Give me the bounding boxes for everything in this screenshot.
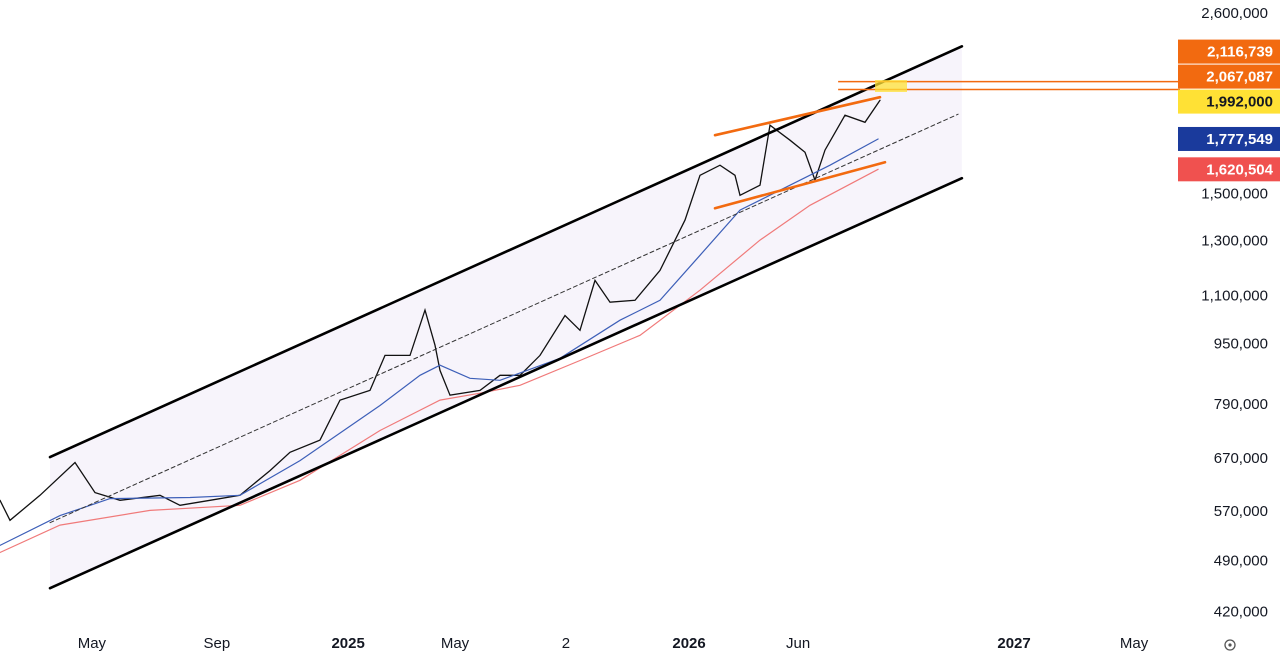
series-line [713,95,882,137]
highlight-box [875,80,907,92]
price-label-box [1178,39,1280,64]
series-line [0,138,879,546]
x-tick-label: May [441,635,470,652]
y-tick-label: 950,000 [1214,336,1268,353]
y-tick-label: 1,500,000 [1201,186,1268,203]
x-tick-label: Jun [786,635,810,652]
settings-icon-dot [1228,643,1232,647]
series-line [48,176,964,590]
y-tick-label: 2,600,000 [1201,5,1268,22]
price-label: 1,620,504 [1206,161,1273,178]
y-tick-label: 1,100,000 [1201,287,1268,304]
y-tick-label: 1,300,000 [1201,233,1268,250]
price-label: 2,116,739 [1207,44,1273,61]
price-label: 2,067,087 [1206,69,1273,86]
x-tick-label: 2026 [672,635,705,652]
x-tick-label: May [78,635,107,652]
line-layer [0,45,1180,590]
y-tick-label: 790,000 [1214,396,1268,413]
series-line [0,99,881,522]
settings-icon[interactable] [1224,639,1236,651]
x-tick-label: Sep [204,635,231,652]
price-label-box [1178,126,1280,151]
y-tick-label: 670,000 [1214,450,1268,467]
x-tick-label: 2 [562,635,570,652]
series-line [0,168,879,554]
price-label-box [1178,64,1280,89]
x-tick-label: 2025 [331,635,364,652]
price-label-box [1178,157,1280,182]
x-tick-label: 2027 [997,635,1030,652]
y-tick-label: 570,000 [1214,503,1268,520]
price-label-box [1178,89,1280,114]
y-tick-label: 490,000 [1214,553,1268,570]
label-layer: 2,600,000 1,500,000 1,300,000 1,100,000 950,… [78,5,1280,652]
series-line [713,160,887,210]
y-tick-label: 420,000 [1214,603,1268,620]
series-line [48,45,964,459]
price-label: 1,777,549 [1206,131,1273,148]
price-label: 1,992,000 [1206,94,1273,111]
x-tick-label: May [1120,635,1149,652]
